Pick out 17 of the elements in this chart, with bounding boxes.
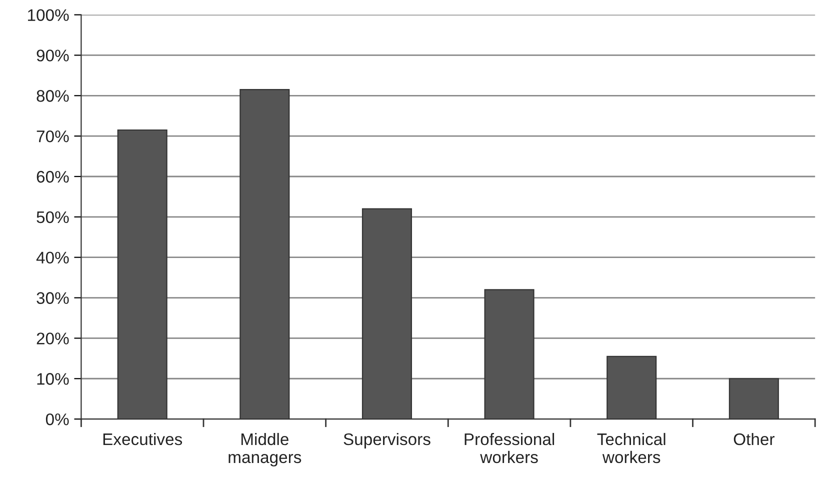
y-tick-label: 100% <box>28 9 69 21</box>
y-tick-label: 0% <box>46 413 69 426</box>
x-tick-label: Middle managers <box>228 432 302 466</box>
y-tick-label: 10% <box>37 373 69 385</box>
y-tick-label: 90% <box>36 50 69 62</box>
x-tick-label: Professional workers <box>464 432 554 464</box>
y-tick-label: 70% <box>36 130 69 142</box>
x-tick-label: Technical workers <box>597 432 666 464</box>
x-tick-label: Other <box>734 432 774 446</box>
y-tick-label: 50% <box>36 211 69 224</box>
x-tick-label: Supervisors <box>344 432 430 448</box>
y-tick-label: 30% <box>36 292 69 304</box>
x-tick-label: Executives <box>103 432 182 446</box>
y-tick-label: 40% <box>36 252 69 264</box>
y-tick-label: 80% <box>36 90 69 102</box>
y-tick-label: 20% <box>36 332 69 344</box>
y-tick-label: 60% <box>36 170 69 183</box>
